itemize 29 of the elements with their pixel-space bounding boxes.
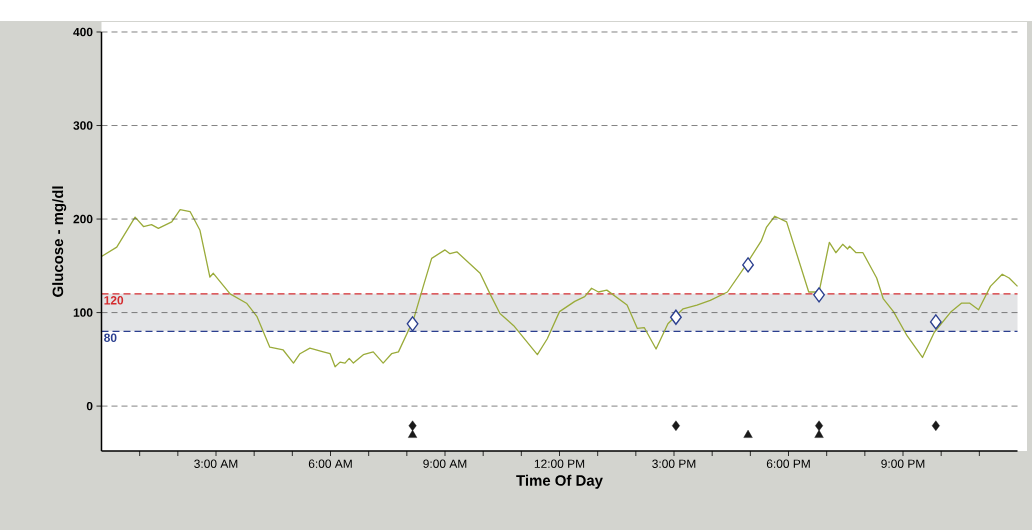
point xyxy=(408,420,417,431)
x-tick-label: 6:00 PM xyxy=(766,459,810,468)
x-axis-title: Time Of Day xyxy=(516,474,603,489)
point xyxy=(813,287,825,303)
y-tick-label: 300 xyxy=(73,121,93,130)
point xyxy=(742,257,754,273)
point xyxy=(408,429,418,438)
point xyxy=(815,420,823,431)
x-tick-label: 3:00 PM xyxy=(652,459,696,468)
point xyxy=(671,420,680,431)
x-tick-label: 6:00 AM xyxy=(308,459,352,468)
y-tick-label: 0 xyxy=(86,401,93,411)
y-tick-label: 200 xyxy=(73,214,93,224)
line-series xyxy=(100,209,1019,368)
y-tick-label: 100 xyxy=(73,308,93,317)
x-tick-label: 12:00 PM xyxy=(534,459,585,468)
point xyxy=(931,420,940,431)
point xyxy=(669,309,682,325)
point xyxy=(929,314,942,330)
y-axis-title: Glucose - mg/dl xyxy=(52,186,67,297)
point xyxy=(406,316,419,332)
ref-line-label: 120 xyxy=(104,296,124,305)
point xyxy=(743,429,753,438)
ref-line-label: 80 xyxy=(104,333,117,342)
x-tick-label: 3:00 AM xyxy=(194,459,238,468)
x-tick-label: 9:00 PM xyxy=(881,459,925,468)
point xyxy=(814,429,824,438)
y-tick-label: 400 xyxy=(73,27,93,37)
x-tick-label: 9:00 AM xyxy=(423,459,467,468)
